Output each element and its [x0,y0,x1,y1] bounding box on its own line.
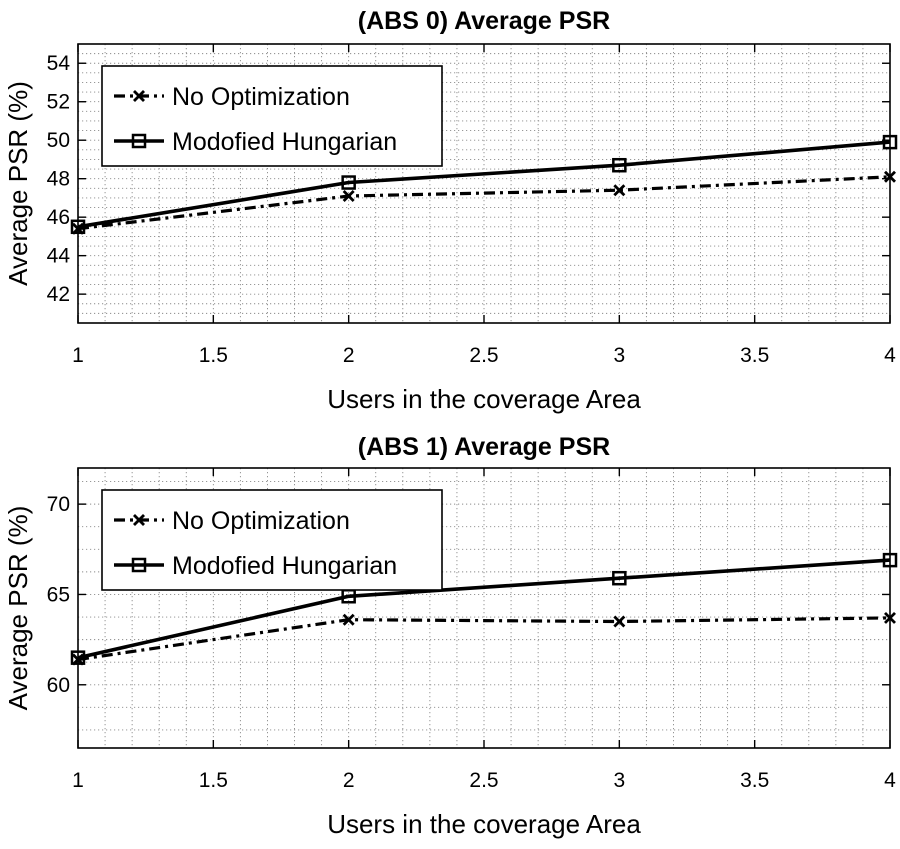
legend-label: No Optimization [172,83,350,111]
y-axis-label: Average PSR (%) [3,81,33,286]
data-point-x [342,190,355,202]
marker-stroke [133,90,145,102]
data-point-x [884,611,896,624]
data-point-x [342,613,355,626]
x-tick-label: 2.5 [469,769,498,792]
y-tick-label: 65 [47,583,70,606]
x-tick-label: 2.5 [469,344,498,367]
y-axis-label: Average PSR (%) [3,506,33,711]
series-line [77,616,891,662]
series-no-optimization [72,611,896,666]
legend: No Optimization Modofied Hungarian [101,489,443,591]
y-tick-label: 52 [47,91,70,114]
data-point-x [133,90,145,102]
x-tick-label: 3 [613,344,625,367]
x-tick-label: 3 [613,769,625,792]
x-tick-label: 4 [884,344,896,367]
chart-title: (ABS 0) Average PSR [358,7,610,35]
series-line [77,175,891,231]
data-point-square [612,157,627,173]
y-tick-label: 48 [47,168,70,191]
series-modofied-hungarian [70,552,898,665]
x-tick-label: 2 [343,344,355,367]
x-axis-label: Users in the coverage Area [327,809,641,839]
legend-label: No Optimization [172,507,350,535]
x-tick-label: 3.5 [740,769,769,792]
legend-box [101,65,443,167]
data-point-square [70,650,86,665]
marker-stroke [342,190,355,202]
marker-stroke [884,170,896,183]
legend-label: Modofied Hungarian [172,128,397,156]
chart-panel-0: (ABS 0) Average PSR 1 1.5 2 2.5 3 3.5 4 42 44 46 48… [3,7,898,414]
y-tick-label: 54 [47,52,71,75]
data-point-x [613,615,626,628]
x-tick-label: 4 [884,769,896,792]
data-point-x [133,514,145,526]
data-point-x [884,170,896,183]
series-no-optimization [72,170,896,235]
series-modofied-hungarian [70,134,898,235]
x-tick-label: 1.5 [199,344,228,367]
y-tick-label: 42 [47,283,70,306]
data-point-square [131,133,147,149]
data-point-square [882,134,898,150]
x-tick-label: 1 [72,344,84,367]
data-point-square [882,552,898,568]
legend-label: Modofied Hungarian [172,552,397,580]
y-tick-label: 44 [47,245,71,268]
y-tick-label: 50 [47,129,70,152]
legend-box [101,489,443,591]
chart-panel-1: (ABS 1) Average PSR 1 1.5 2 2.5 3 3.5 4 60 65 70 Us… [3,433,898,839]
chart-title: (ABS 1) Average PSR [358,433,610,461]
x-tick-label: 1 [72,769,84,792]
y-tick-label: 46 [47,206,70,229]
legend: No Optimization Modofied Hungarian [101,65,443,167]
data-point-square [131,557,147,573]
data-point-x [613,184,626,197]
grid [77,468,891,748]
series-line [77,558,891,660]
x-tick-label: 3.5 [740,344,769,367]
marker-stroke [884,611,896,624]
y-tick-label: 70 [47,493,70,516]
marker-stroke [613,615,626,628]
x-tick-label: 1.5 [199,769,228,792]
x-tick-label: 2 [343,769,355,792]
x-axis-label: Users in the coverage Area [327,384,641,414]
data-point-square [612,570,627,586]
y-tick-label: 60 [47,674,70,697]
data-point-square [70,219,86,235]
marker-stroke [613,184,626,197]
marker-stroke [342,613,355,626]
series-line [77,140,891,229]
marker-stroke [133,514,145,526]
data-point-square [341,175,356,190]
